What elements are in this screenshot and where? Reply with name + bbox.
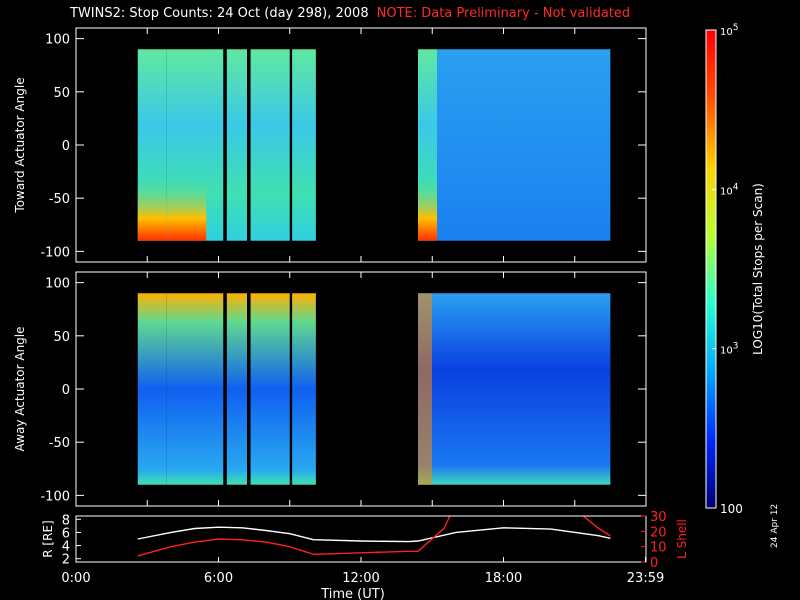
panel-frame [75,515,647,563]
y-tick-label: -50 [49,436,70,451]
hot-region [418,176,437,241]
y-tick-label: 50 [53,86,70,101]
date-stamp: 24 Apr 12 [770,503,780,548]
data-block [522,293,611,485]
y-tick-label: -100 [40,489,70,504]
data-block [226,293,247,485]
colorbar-label: LOG10(Total Stops per Scan) [751,183,765,355]
colorbar-tick-label: 103 [720,342,738,357]
data-block [226,49,247,241]
data-block [166,293,224,485]
exponent: 4 [733,182,739,192]
exponent: 3 [733,342,739,352]
colorbar: 100 103 104 105 LOG10(Total Stops per Scan) [705,23,765,516]
colorbar-bar [705,29,717,509]
preliminary-note: NOTE: Data Preliminary - Not validated [376,6,631,21]
x-tick-label: 18:00 [485,571,522,586]
y-axis-label: Away Actuator Angle [13,326,27,451]
y-tick-label: 20 [650,525,667,540]
x-tick-label: 6:00 [204,571,233,586]
title-text: TWINS2: Stop Counts: 24 Oct (day 298), 2… [70,6,369,21]
right-axis-label: L Shell [675,519,689,559]
y-tick-label: 50 [53,330,70,345]
data-block [250,293,290,485]
y-tick-label: 30 [650,510,667,525]
y-tick-label: 2 [62,553,70,568]
colorbar-tick-label: 104 [720,182,739,197]
y-tick-label: -100 [40,245,70,260]
heatmap-panels: -100 -50 0 50 100 Toward Actuator Angle -100 -5… [13,27,647,507]
data-block [292,293,316,485]
y-tick-label: -50 [49,192,70,207]
colorbar-tick-label: 100 [720,502,743,516]
hot-region [418,293,432,485]
away-panel: -100 -50 0 50 100 Away Actuator Angle [13,271,647,507]
data-block [437,49,523,241]
y-tick-label: 4 [62,540,70,555]
left-axis-label: R [RE] [41,520,55,557]
y-tick-label: 0 [650,556,658,571]
toward-panel: -100 -50 0 50 100 Toward Actuator Angle [13,27,647,263]
y-tick-label: 8 [62,513,70,528]
y-tick-label: 100 [45,33,70,48]
y-axis-label: Toward Actuator Angle [13,77,27,213]
lshell-line [582,516,611,537]
hot-region [137,176,167,241]
hot-region [166,176,207,241]
radius-line [137,526,611,543]
y-tick-label: 10 [650,541,667,556]
data-block [137,293,167,485]
x-axis-label: Time (UT) [320,587,385,600]
lshell-line [137,516,451,557]
exponent: 5 [733,23,739,33]
data-block [292,49,316,241]
data-block [250,49,290,241]
data-block [522,49,611,241]
data-block [437,293,523,485]
chart-title: TWINS2: Stop Counts: 24 Oct (day 298), 2… [70,6,630,21]
x-tick-label: 12:00 [342,571,379,586]
x-tick-label: 0:00 [61,571,90,586]
y-tick-label: 6 [62,526,70,541]
y-tick-label: 0 [62,383,70,398]
y-tick-label: 100 [45,277,70,292]
colorbar-tick-label: 105 [720,23,738,38]
y-tick-label: 0 [62,139,70,154]
x-tick-label: 23:59 [627,571,664,586]
